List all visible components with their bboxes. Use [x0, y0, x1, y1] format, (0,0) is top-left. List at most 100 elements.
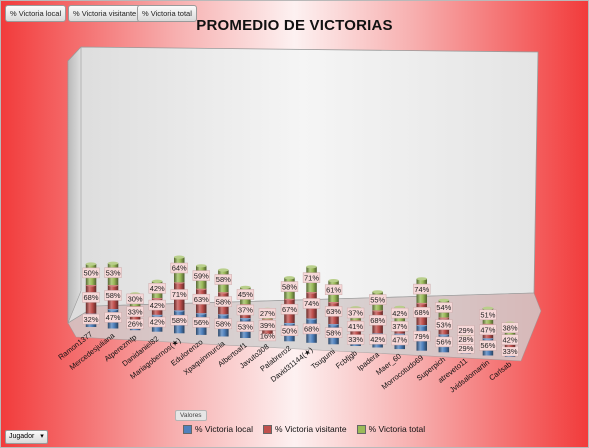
- data-label-box: [214, 318, 232, 330]
- data-label: 29%: [457, 325, 475, 336]
- bar-stack: 56% 63% 59%: [192, 264, 210, 335]
- bar-cap: [482, 306, 494, 310]
- data-label-box: [391, 334, 409, 346]
- data-label-box: [413, 307, 431, 318]
- data-label-box: [192, 317, 210, 328]
- bar-stack: 29%28%29%: [457, 325, 475, 354]
- bar-cap: [438, 298, 450, 302]
- data-label-box: [391, 321, 409, 332]
- data-label: 37%: [236, 304, 255, 316]
- data-label-text: 33%: [128, 307, 143, 316]
- data-label-text: 74%: [414, 285, 429, 294]
- data-label-text: 41%: [348, 322, 363, 331]
- data-label-box: [236, 304, 255, 316]
- bar-stack: 32% 68% 50%: [82, 262, 100, 327]
- data-label-box: [435, 302, 453, 313]
- data-label-text: 54%: [436, 303, 451, 312]
- data-label-text: 58%: [106, 291, 121, 300]
- data-label-text: 37%: [238, 306, 253, 315]
- data-label-text: 30%: [128, 295, 143, 304]
- data-label-text: 33%: [348, 335, 363, 344]
- data-label-box: [82, 292, 100, 303]
- data-label-box: [126, 306, 144, 317]
- data-label-text: 42%: [150, 284, 165, 293]
- bar-cap: [151, 279, 163, 283]
- data-label-text: 26%: [128, 320, 143, 329]
- data-label: 27%: [258, 308, 277, 319]
- data-label-text: 32%: [83, 315, 98, 324]
- data-label-box: [82, 267, 100, 279]
- bar-cap: [416, 277, 428, 281]
- data-label: 53%: [104, 267, 122, 278]
- data-label-text: 53%: [238, 322, 253, 331]
- bar-cap: [328, 279, 339, 283]
- data-label-box: [324, 284, 343, 295]
- data-label-text: 58%: [326, 328, 341, 337]
- legend-item-total: % Victoria total: [356, 424, 426, 434]
- data-label-box: [170, 289, 188, 300]
- data-label: 41%: [346, 321, 365, 332]
- data-label-text: 29%: [458, 344, 473, 353]
- field-button-victoria-total[interactable]: % Victoria total: [137, 5, 197, 22]
- data-label: 38%: [501, 322, 519, 333]
- data-label: 42%: [391, 307, 409, 319]
- data-label: 32%: [82, 313, 100, 325]
- data-label-text: 61%: [326, 285, 341, 294]
- legend-item-visitante: % Victoria visitante: [262, 424, 347, 434]
- data-label-text: 58%: [172, 316, 187, 325]
- data-label-box: [104, 312, 122, 323]
- data-label-text: 42%: [150, 301, 165, 310]
- data-label-text: 53%: [436, 320, 451, 329]
- bar-stack: 56% 47% 51%: [479, 306, 497, 356]
- data-label-box: [501, 322, 519, 333]
- data-label-text: 71%: [172, 290, 187, 299]
- data-label: 74%: [302, 298, 321, 309]
- data-label-text: 47%: [392, 336, 407, 345]
- data-label-box: [280, 325, 299, 336]
- data-label-text: 58%: [216, 320, 231, 329]
- data-label-box: [479, 309, 497, 321]
- chart-title: PROMEDIO DE VICTORIAS: [196, 17, 393, 34]
- data-label-text: 50%: [83, 269, 98, 278]
- data-label-box: [302, 272, 321, 283]
- field-button-victoria-local[interactable]: % Victoria local: [5, 5, 67, 22]
- data-label-text: 68%: [414, 308, 429, 317]
- data-label-box: [457, 325, 475, 336]
- data-label-box: [280, 303, 299, 315]
- legend: % Victoria local % Victoria visitante % …: [183, 424, 425, 434]
- bar-cap: [372, 290, 384, 294]
- bar-stack: 79% 68% 74%: [413, 277, 431, 351]
- data-label-box: [258, 320, 277, 331]
- data-label-box: [479, 340, 497, 351]
- data-label-box: [236, 321, 255, 332]
- data-label: 68%: [413, 307, 431, 318]
- legend-swatch-total: [356, 424, 366, 434]
- data-label-box: [324, 306, 343, 317]
- data-label: 53%: [435, 319, 453, 330]
- data-label-text: 47%: [106, 313, 121, 322]
- data-label: 68%: [369, 314, 387, 326]
- data-label: 42%: [369, 333, 387, 345]
- data-label-box: [435, 336, 453, 348]
- data-label-text: 28%: [458, 335, 473, 344]
- data-label-box: [82, 313, 100, 325]
- data-label-box: [501, 334, 519, 345]
- data-label: 63%: [324, 306, 343, 317]
- bar-stack: 58% 71% 64%: [170, 255, 188, 334]
- values-field-button[interactable]: Valores: [175, 410, 207, 421]
- data-label-text: 68%: [370, 316, 385, 325]
- data-label: 58%: [214, 274, 232, 285]
- data-label-text: 42%: [370, 335, 385, 344]
- data-label: 51%: [479, 309, 497, 321]
- data-label: 26%: [126, 318, 144, 330]
- data-label-box: [479, 324, 497, 336]
- jugador-filter-dropdown[interactable]: Jugador ▾: [5, 430, 48, 444]
- data-label-box: [302, 323, 321, 335]
- legend-label-visitante: % Victoria visitante: [274, 424, 347, 434]
- legend-label-total: % Victoria total: [368, 424, 426, 434]
- bar-cap: [218, 268, 229, 272]
- data-label-text: 64%: [172, 264, 187, 273]
- data-label: 71%: [170, 289, 188, 300]
- data-label-box: [104, 267, 122, 278]
- data-label: 58%: [104, 290, 122, 301]
